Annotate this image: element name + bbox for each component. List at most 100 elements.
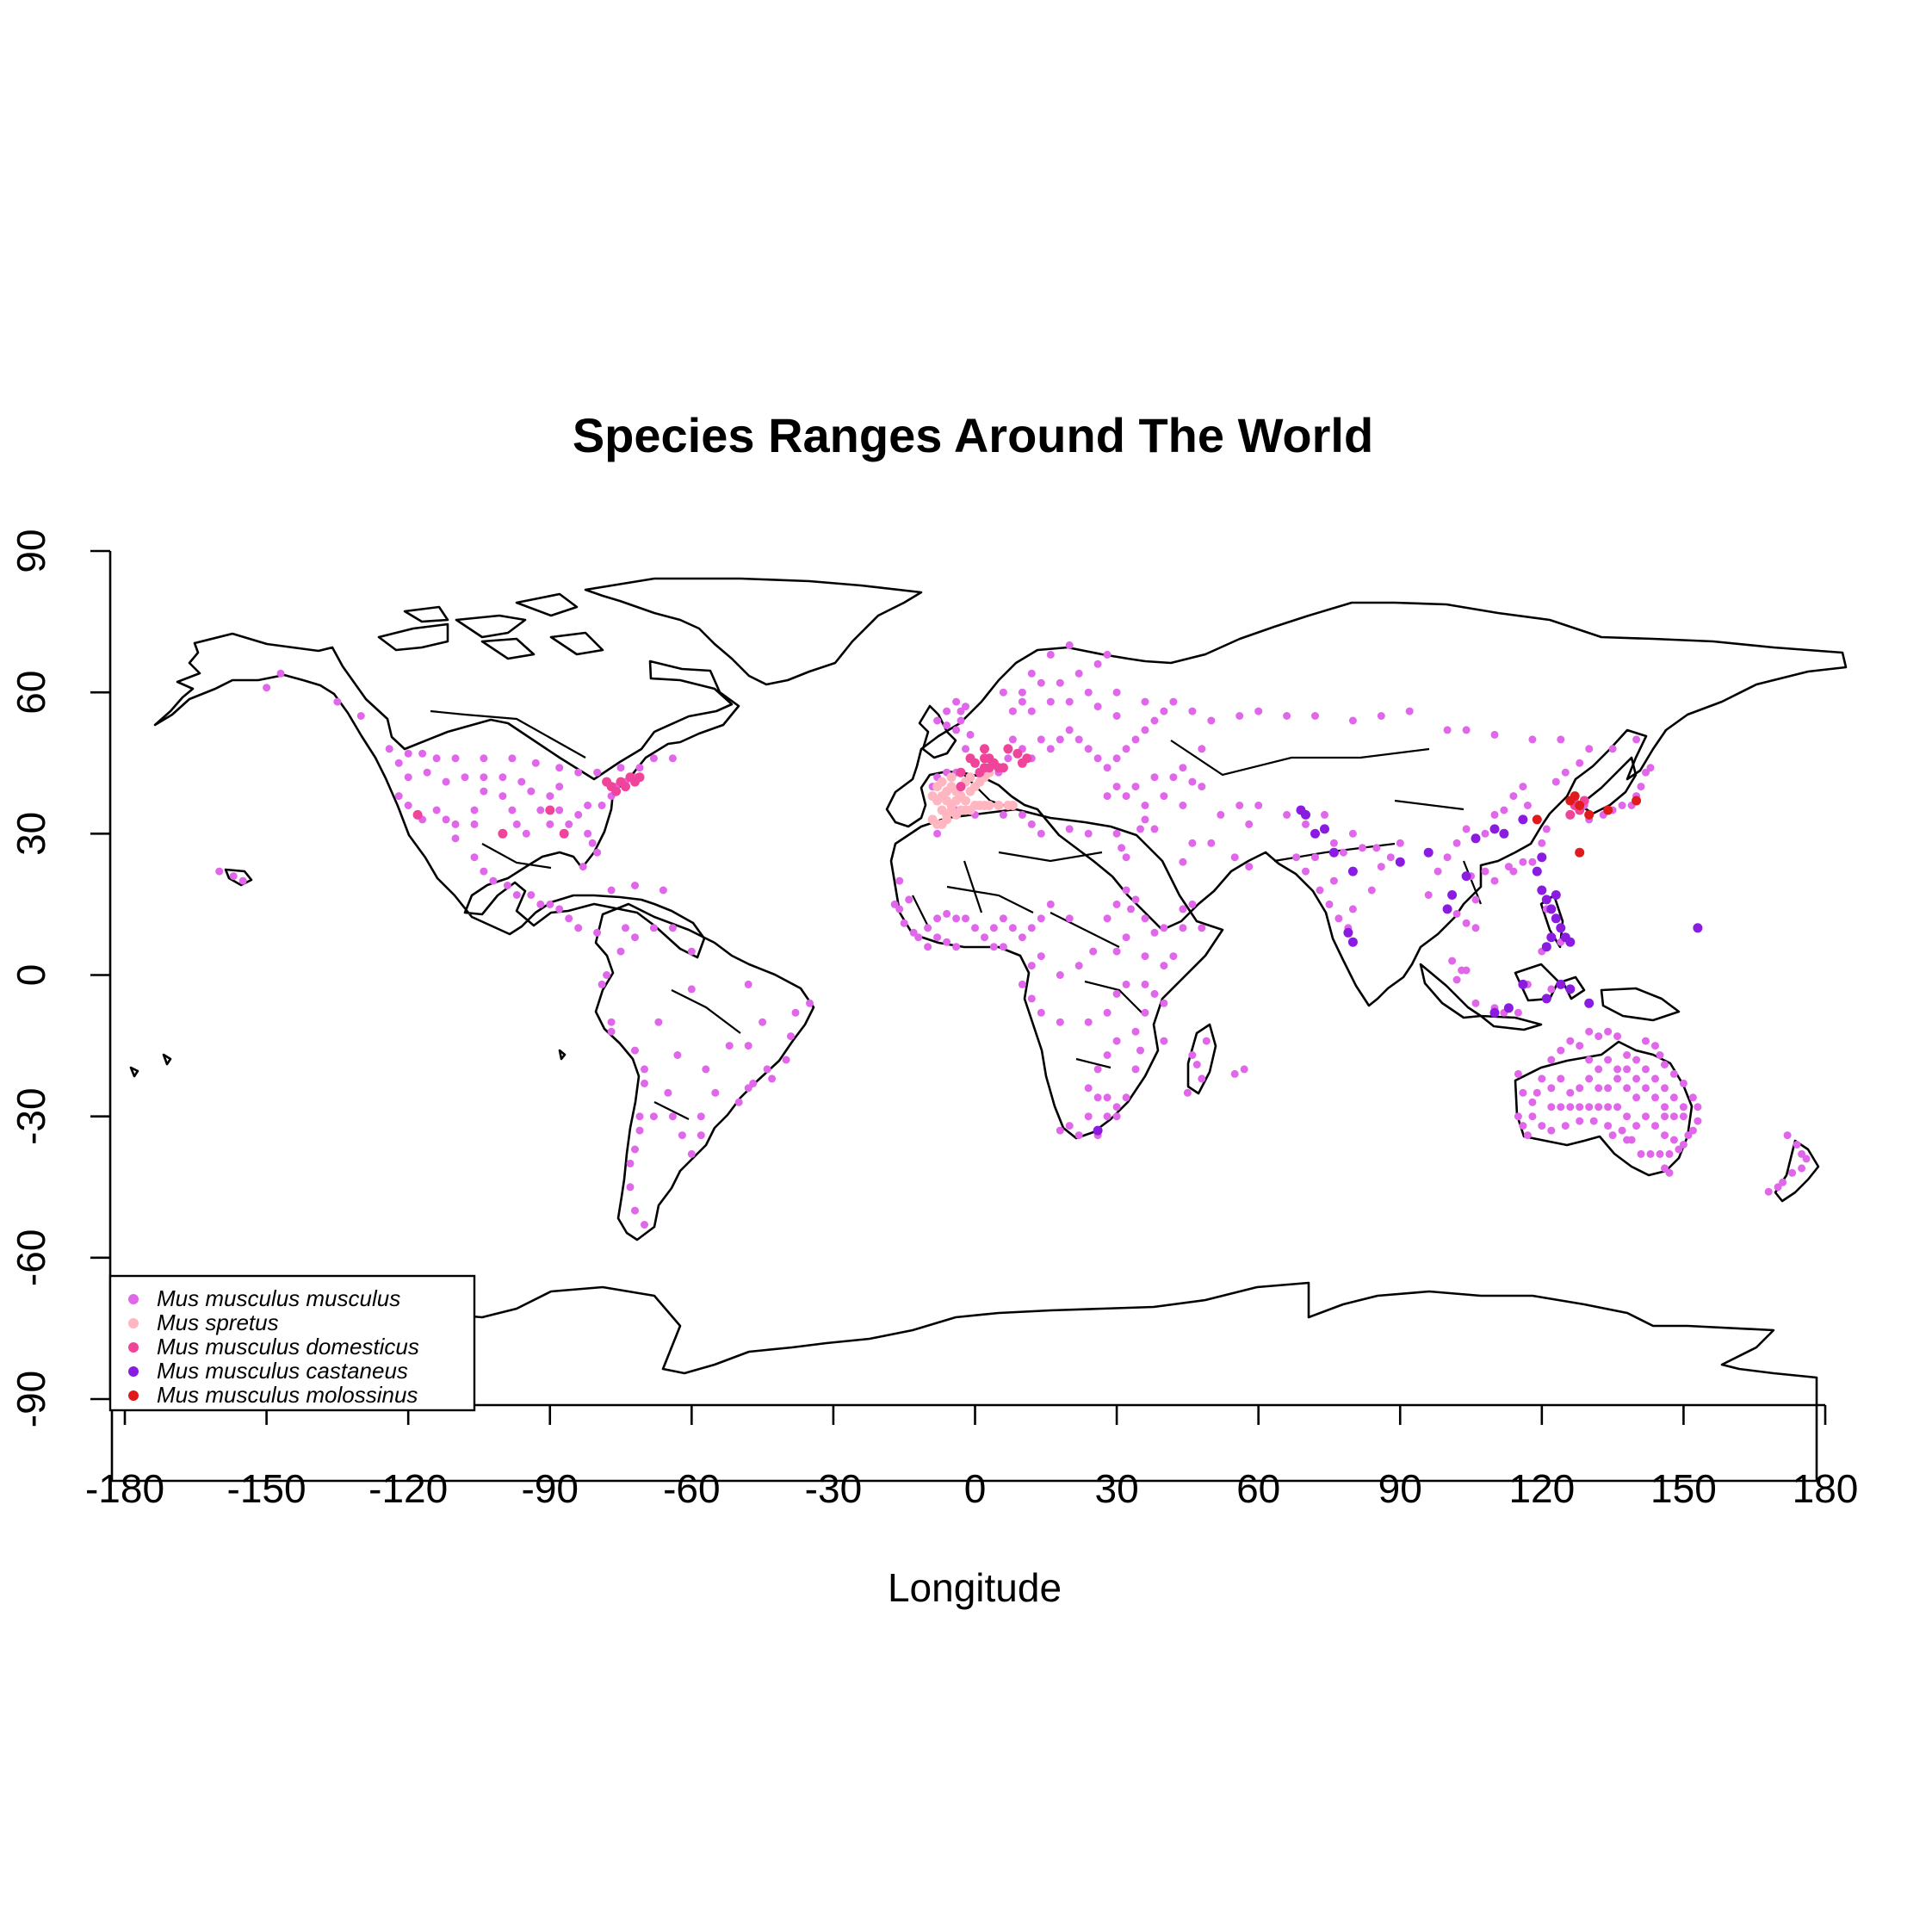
occurrence-point xyxy=(933,829,942,838)
occurrence-point xyxy=(385,745,393,753)
occurrence-point xyxy=(1093,754,1102,763)
occurrence-point xyxy=(565,914,573,923)
occurrence-point xyxy=(1462,966,1471,975)
occurrence-point xyxy=(1447,890,1458,900)
occurrence-point xyxy=(654,1018,663,1026)
occurrence-point xyxy=(470,806,479,814)
country-borders xyxy=(430,709,1483,1120)
occurrence-point xyxy=(966,730,975,739)
occurrence-point xyxy=(451,754,460,763)
occurrence-point xyxy=(1292,853,1301,862)
occurrence-point xyxy=(1669,1069,1678,1078)
occurrence-point xyxy=(1490,810,1499,819)
island-madagascar xyxy=(1186,1023,1217,1095)
occurrence-point xyxy=(1585,745,1594,753)
occurrence-point xyxy=(1022,753,1032,764)
occurrence-point xyxy=(1188,707,1197,715)
occurrence-point xyxy=(356,712,365,720)
x-axis-title: Longitude xyxy=(888,1565,1062,1610)
x-tick-label: -30 xyxy=(805,1466,862,1511)
occurrence-point xyxy=(697,1131,705,1140)
occurrence-point xyxy=(1623,1084,1632,1093)
occurrence-point xyxy=(631,933,639,942)
occurrence-point xyxy=(1089,947,1098,956)
occurrence-point xyxy=(1037,1008,1045,1017)
occurrence-point xyxy=(1131,783,1140,791)
occurrence-point xyxy=(1646,764,1655,772)
occurrence-point xyxy=(1008,735,1017,744)
occurrence-point xyxy=(933,933,942,942)
occurrence-point xyxy=(536,900,545,908)
x-tick-label: -60 xyxy=(663,1466,720,1511)
occurrence-point xyxy=(1779,1178,1787,1186)
occurrence-point xyxy=(1230,1069,1239,1078)
occurrence-point xyxy=(1679,1103,1687,1112)
arctic-archipelago xyxy=(377,592,604,660)
occurrence-point xyxy=(1542,825,1551,833)
occurrence-point xyxy=(1509,792,1518,801)
occurrence-point xyxy=(1595,1032,1603,1041)
occurrence-point xyxy=(1684,1131,1693,1140)
occurrence-point xyxy=(1103,1093,1112,1102)
occurrence-point xyxy=(1604,1122,1613,1130)
occurrence-point xyxy=(768,1074,777,1083)
occurrence-point xyxy=(1027,994,1036,1003)
occurrence-point xyxy=(1546,904,1557,914)
occurrence-point xyxy=(1471,895,1480,904)
occurrence-point xyxy=(1665,1149,1674,1158)
occurrence-point xyxy=(498,828,508,839)
occurrence-point xyxy=(598,980,606,988)
occurrence-point xyxy=(725,1042,734,1050)
occurrence-point xyxy=(1547,1103,1556,1112)
occurrence-point xyxy=(1462,825,1471,833)
occurrence-point xyxy=(1504,863,1513,871)
occurrence-point xyxy=(1103,1051,1112,1059)
occurrence-point xyxy=(1084,688,1093,697)
occurrence-point xyxy=(574,924,583,932)
occurrence-point xyxy=(1302,867,1310,876)
occurrence-point xyxy=(1245,820,1254,828)
occurrence-point xyxy=(965,753,975,764)
occurrence-point xyxy=(1557,1046,1565,1055)
occurrence-point xyxy=(1556,923,1566,933)
occurrence-point xyxy=(942,814,952,825)
occurrence-point xyxy=(956,767,966,777)
occurrence-point xyxy=(1632,735,1641,744)
occurrence-point xyxy=(412,809,423,820)
occurrence-point xyxy=(555,764,564,772)
occurrence-point xyxy=(1122,886,1130,895)
occurrence-point xyxy=(584,802,592,809)
occurrence-point xyxy=(1046,650,1055,659)
occurrence-point xyxy=(1348,716,1357,725)
occurrence-point xyxy=(461,773,469,782)
occurrence-point xyxy=(603,971,611,979)
occurrence-point xyxy=(1343,927,1353,938)
occurrence-point xyxy=(697,1112,705,1121)
occurrence-point xyxy=(631,1206,639,1215)
occurrence-point xyxy=(1334,914,1343,923)
occurrence-point xyxy=(641,1221,648,1229)
series-mus-musculus-castaneus xyxy=(1093,805,1703,1136)
occurrence-point xyxy=(1372,844,1381,852)
occurrence-point xyxy=(1694,1103,1702,1112)
occurrence-point xyxy=(1632,1074,1641,1083)
series-mus-musculus-domesticus xyxy=(412,744,1589,839)
occurrence-point xyxy=(1122,792,1130,801)
occurrence-point xyxy=(593,928,602,937)
occurrence-point xyxy=(1551,777,1560,786)
occurrence-point xyxy=(1074,962,1083,970)
occurrence-point xyxy=(1112,1112,1121,1121)
y-tick-label: -90 xyxy=(9,1371,53,1427)
occurrence-point xyxy=(1348,905,1357,913)
occurrence-point xyxy=(1240,1065,1248,1074)
occurrence-point xyxy=(531,759,540,767)
occurrence-point xyxy=(1688,1093,1697,1102)
occurrence-point xyxy=(1112,900,1121,908)
occurrence-point xyxy=(1576,1103,1584,1112)
occurrence-point xyxy=(555,783,564,791)
occurrence-point xyxy=(1316,886,1324,895)
occurrence-point xyxy=(1499,828,1509,839)
occurrence-point xyxy=(1150,989,1159,998)
x-tick-label: -150 xyxy=(227,1466,307,1511)
